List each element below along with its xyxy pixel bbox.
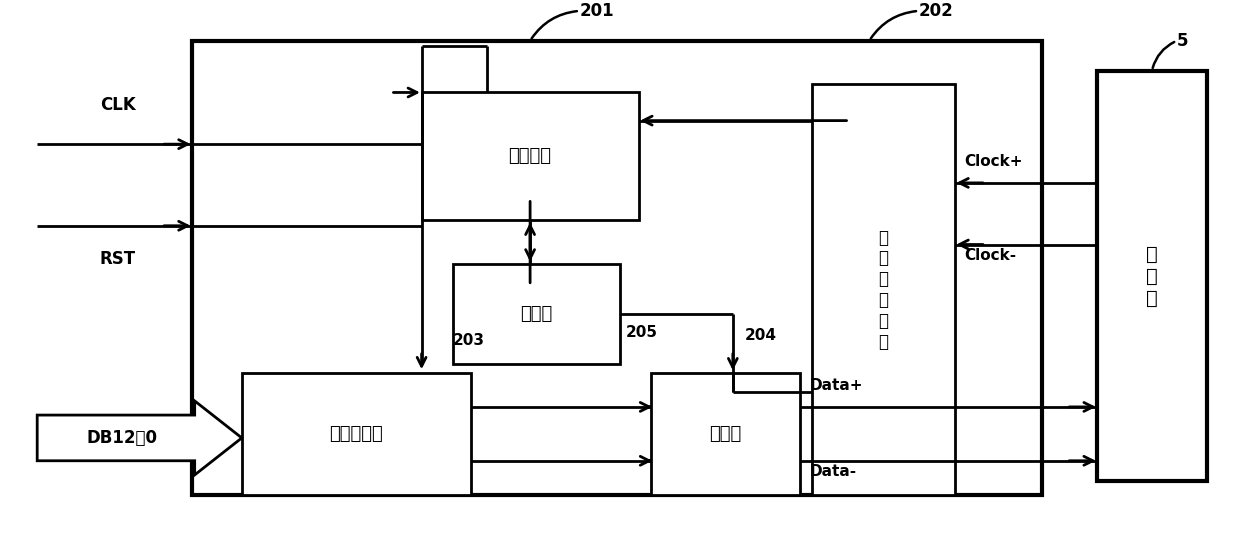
Text: 选择器: 选择器 — [709, 425, 742, 443]
Bar — [453, 264, 620, 364]
Bar — [192, 41, 1042, 495]
Text: 边
沿
检
测
逻
辑: 边 沿 检 测 逻 辑 — [878, 228, 889, 351]
Text: Clock+: Clock+ — [965, 154, 1023, 169]
Text: 控制逻辑: 控制逻辑 — [508, 147, 552, 165]
Bar — [422, 92, 639, 220]
Text: 202: 202 — [919, 2, 954, 20]
Text: Data-: Data- — [810, 464, 857, 479]
Text: DB12～0: DB12～0 — [87, 429, 157, 447]
Bar — [242, 373, 471, 495]
Polygon shape — [37, 401, 242, 475]
Text: 204: 204 — [745, 327, 777, 343]
Text: 数据寄存器: 数据寄存器 — [330, 425, 383, 443]
Text: RST: RST — [99, 250, 136, 268]
Text: CLK: CLK — [100, 96, 135, 114]
Bar — [651, 373, 800, 495]
Text: Clock-: Clock- — [965, 248, 1017, 263]
Text: 计时器: 计时器 — [520, 305, 553, 323]
Text: 201: 201 — [579, 2, 614, 20]
Bar — [1097, 71, 1207, 481]
Text: 上
位
机: 上 位 机 — [1146, 245, 1158, 307]
Text: Data+: Data+ — [810, 378, 863, 393]
Text: 5: 5 — [1177, 32, 1188, 50]
Bar — [812, 84, 955, 495]
Text: 205: 205 — [626, 325, 658, 340]
Text: 203: 203 — [453, 333, 485, 348]
